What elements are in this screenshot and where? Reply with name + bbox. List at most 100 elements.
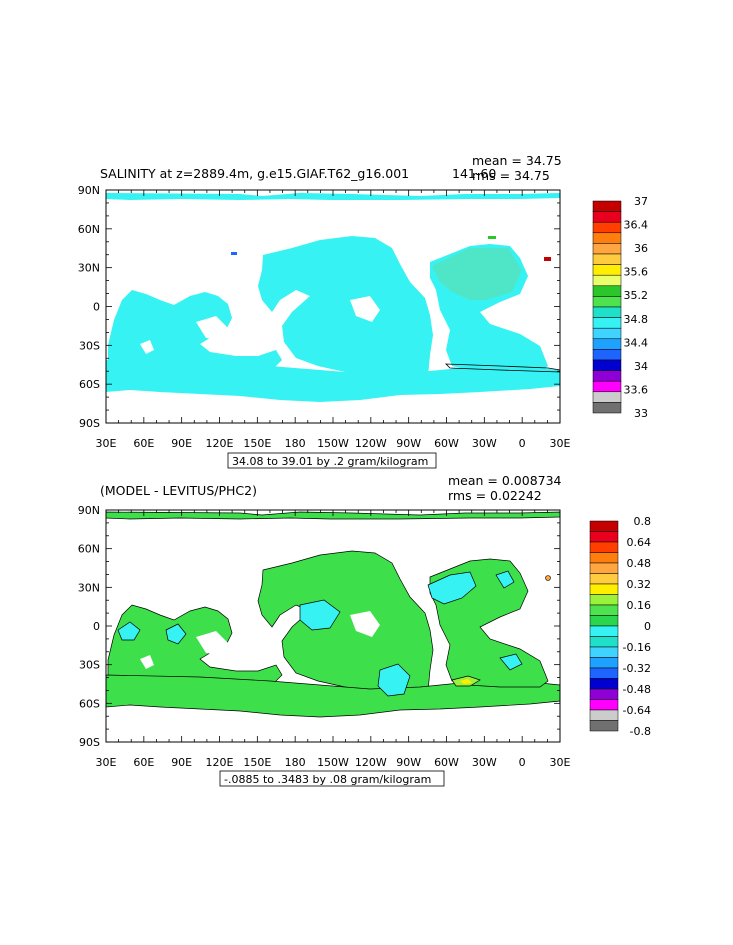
colorbar-swatch <box>592 402 622 414</box>
colorbar-label: 0 <box>644 620 651 633</box>
lat-tick-label: 30N <box>78 262 100 275</box>
colorbar-swatch <box>589 562 619 574</box>
lat-tick-label: 60S <box>79 378 100 391</box>
colorbar-swatch <box>589 699 619 711</box>
colorbar-swatch <box>589 709 619 721</box>
panel2-marker-orange <box>545 575 551 581</box>
colorbar-swatch <box>589 541 619 553</box>
colorbar-label: -0.32 <box>623 662 651 675</box>
colorbar-label: 0.8 <box>634 515 652 528</box>
colorbar-label: 36.4 <box>624 219 649 232</box>
lat-tick-label: 60S <box>79 697 100 710</box>
panel2-ocean-field <box>105 511 561 718</box>
panel2-land-masks <box>140 611 380 669</box>
panel2-ticks <box>105 509 561 743</box>
lat-tick-label: 0 <box>93 620 100 633</box>
colorbar-label: 35.6 <box>624 266 649 279</box>
colorbar-label: 0.16 <box>627 599 652 612</box>
colorbar-swatch <box>589 657 619 669</box>
colorbar-swatch <box>592 391 622 403</box>
panel1-marker-green <box>488 236 496 239</box>
panel1-ticks <box>105 189 561 424</box>
panel2-yellow-patch <box>460 679 472 684</box>
colorbar-swatch <box>592 232 622 244</box>
lat-tick-label: 90N <box>78 184 100 197</box>
lat-tick-label: 30N <box>78 581 100 594</box>
lon-tick-label: 90W <box>396 756 421 769</box>
colorbar-label: -0.48 <box>623 683 651 696</box>
lon-tick-label: 30E <box>550 437 571 450</box>
lat-tick-label: 30S <box>79 339 100 352</box>
colorbar-label: 34.8 <box>624 313 649 326</box>
lat-tick-label: 30S <box>79 659 100 672</box>
colorbar-swatch <box>592 211 622 223</box>
lon-tick-label: 120E <box>206 756 234 769</box>
lon-tick-label: 150W <box>317 756 349 769</box>
lon-tick-label: 60E <box>133 437 154 450</box>
lon-tick-label: 150W <box>317 437 349 450</box>
panel1-ocean-field <box>106 193 560 402</box>
panel1-range-note: 34.08 to 39.01 by .2 gram/kilogram <box>232 455 428 468</box>
colorbar-label: 37 <box>634 195 648 208</box>
colorbar-label: -0.8 <box>630 725 651 738</box>
lon-tick-label: 60W <box>434 437 459 450</box>
colorbar-label: 34 <box>634 360 648 373</box>
lon-tick-label: 120W <box>355 756 387 769</box>
colorbar-swatch <box>592 327 622 340</box>
panel1-rms: rms = 34.75 <box>472 168 550 183</box>
panel1-lon-labels: 30E 60E 90E 120E 150E 180 150W 120W 90W 60W 30W 0 30… <box>96 437 571 450</box>
colorbar-swatch <box>592 243 622 255</box>
colorbar-label: 33 <box>634 407 648 420</box>
panel1-mean: mean = 34.75 <box>472 153 562 168</box>
colorbar-label: 34.4 <box>624 336 649 349</box>
colorbar-swatch <box>592 306 622 318</box>
panel1-land-masks <box>140 296 380 354</box>
colorbar-swatch <box>589 636 619 648</box>
panel1-colorbar: 37 36.4 36 35.6 35.2 34.8 34.4 34 33.6 33 <box>592 195 649 420</box>
lon-tick-label: 90W <box>396 437 421 450</box>
lon-tick-label: 90E <box>171 437 192 450</box>
lon-tick-label: 180 <box>285 437 306 450</box>
colorbar-swatch <box>592 370 622 382</box>
colorbar-swatch <box>589 688 619 700</box>
lon-tick-label: 30W <box>472 437 497 450</box>
lat-tick-label: 0 <box>93 301 100 314</box>
colorbar-swatch <box>589 667 619 679</box>
colorbar-swatch <box>592 317 622 329</box>
colorbar-swatch <box>589 615 619 627</box>
lon-tick-label: 150E <box>243 437 271 450</box>
colorbar-swatch <box>589 520 619 532</box>
lat-tick-label: 60N <box>78 223 100 236</box>
lon-tick-label: 120W <box>355 437 387 450</box>
colorbar-label: -0.16 <box>623 641 651 654</box>
lon-tick-label: 30W <box>472 756 497 769</box>
lat-tick-label: 90S <box>79 417 100 430</box>
lon-tick-label: 60E <box>133 756 154 769</box>
colorbar-swatch <box>592 359 622 371</box>
panel2-colorbar: 0.8 0.64 0.48 0.32 0.16 0 -0.16 -0.32 -0.48 -0.64… <box>589 515 652 738</box>
colorbar-swatch <box>589 646 619 658</box>
lon-tick-label: 30E <box>96 756 117 769</box>
lon-tick-label: 90E <box>171 756 192 769</box>
colorbar-swatch <box>592 380 622 393</box>
colorbar-swatch <box>592 296 622 308</box>
colorbar-swatch <box>589 594 619 606</box>
colorbar-label: 33.6 <box>624 383 649 396</box>
colorbar-swatch <box>592 253 622 265</box>
colorbar-swatch <box>589 604 619 616</box>
colorbar-swatch <box>592 200 622 212</box>
colorbar-swatch <box>592 264 622 276</box>
colorbar-swatch <box>589 573 619 585</box>
panel2-title: (MODEL - LEVITUS/PHC2) <box>100 483 257 498</box>
colorbar-label: 0.48 <box>627 557 652 570</box>
colorbar-label: 35.2 <box>624 289 649 302</box>
panel2-map <box>105 511 561 718</box>
colorbar-swatch <box>589 678 619 690</box>
panel2-range-box <box>219 770 445 787</box>
panel1-atlantic-shade <box>432 248 522 300</box>
colorbar-swatch <box>592 285 622 297</box>
panel1-title: SALINITY at z=2889.4m, g.e15.GIAF.T62_g1… <box>100 166 409 181</box>
panel1-marker-red <box>544 257 551 261</box>
colorbar-swatch <box>592 338 622 350</box>
